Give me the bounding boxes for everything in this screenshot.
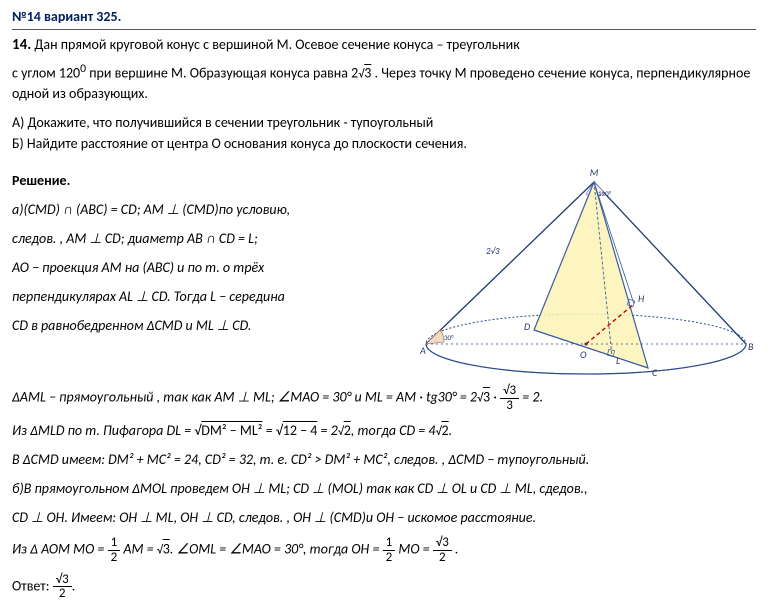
sol-f1e: .	[455, 541, 459, 558]
frac-1-2-b: 12	[383, 536, 396, 564]
label-L: L	[616, 354, 620, 367]
label-O: O	[580, 348, 587, 361]
sol-f1b: AM =	[123, 541, 156, 558]
solution-title: Решение.	[12, 170, 408, 191]
frac-sqrt3-over-3: √33	[500, 384, 519, 412]
label-H: H	[638, 292, 645, 305]
answer-label: Ответ:	[12, 577, 53, 594]
sol-a5: CD в равнобедренном ∆CMD и ML ⊥ CD.	[12, 317, 251, 334]
cone-figure: M A B C D H L O 120° 30° 2√3	[416, 164, 756, 384]
sqrt-3-c: 3	[163, 541, 170, 558]
sol-a3: AO − проекция AM на (ABC) и по т. о трёх	[12, 259, 264, 276]
problem-partB: Б) Найдите расстояние от центра O основа…	[12, 133, 756, 154]
frac-1-2-a: 12	[108, 536, 121, 564]
problem-number: 14.	[12, 36, 31, 54]
sol-b1mid: ·	[490, 389, 500, 406]
sol-c1b: = 2	[320, 422, 337, 439]
sol-c1mid: =	[266, 422, 276, 439]
sol-f1d: MO =	[398, 541, 432, 558]
sqrt-2-b: 2	[442, 422, 449, 439]
sol-c1c: , тогда CD = 4	[351, 422, 436, 439]
sol-e1: б)В прямоугольном ∆MOL проведем OH ⊥ ML;…	[12, 480, 588, 497]
root-dm2-ml2: DM² − ML²	[201, 422, 262, 439]
sol-a4: перпендикулярах AL ⊥ CD. Тогда L − серед…	[12, 288, 285, 305]
problem-line1: Дан прямой круговой конус с вершиной M. …	[34, 36, 519, 53]
sol-f1a: Из ∆ AOM MO =	[12, 541, 108, 558]
sol-c1d: .	[449, 422, 453, 439]
problem-line2a: с углом 120	[12, 64, 80, 81]
answer-dot: .	[72, 577, 76, 594]
sqrt-3-a: 3	[364, 64, 371, 81]
problem-line2b: при вершине M. Образующая конуса равна 2	[89, 64, 358, 81]
sol-b1end: = 2.	[522, 389, 543, 406]
sol-c1a: Из ∆MLD по т. Пифагора DL =	[12, 422, 194, 439]
sol-e2: CD ⊥ OH. Имеем: OH ⊥ ML, OH ⊥ CD, следов…	[12, 509, 536, 526]
slant-label: 2√3	[486, 246, 500, 257]
angle-left: 30°	[444, 333, 454, 342]
sqrt-2-a: 2	[344, 422, 351, 439]
answer-frac: √32	[53, 573, 72, 601]
problem-statement: 14. Дан прямой круговой конус с вершиной…	[12, 34, 756, 154]
label-D: D	[524, 320, 530, 333]
sol-a1: а)(CMD) ∩ (ABC) = CD; AM ⊥ (CMD)по услов…	[12, 201, 290, 218]
sol-b1a: ∆AML − прямоугольный , так как AM ⊥ ML; …	[12, 389, 477, 406]
angle-top: 120°	[598, 189, 612, 198]
label-A: A	[419, 344, 426, 357]
root-12-4: 12 − 4	[283, 422, 318, 439]
sol-f1c: . ∠OML = ∠MAO = 30°, тогда OH =	[170, 541, 383, 558]
frac-sqrt3-over-2: √32	[433, 536, 452, 564]
label-M: M	[590, 166, 599, 179]
label-B: B	[748, 340, 754, 353]
sol-a2: следов. , AM ⊥ CD; диаметр AB ∩ CD = L;	[12, 230, 258, 247]
degree-sup: 0	[80, 62, 86, 76]
sol-d1: В ∆CMD имеем: DM² + MC² = 24, CD² = 32, …	[12, 451, 589, 468]
label-C: C	[652, 366, 658, 379]
problem-partA: А) Докажите, что получившийся в сечении …	[12, 112, 756, 133]
page-header: №14 вариант 325.	[12, 6, 756, 30]
